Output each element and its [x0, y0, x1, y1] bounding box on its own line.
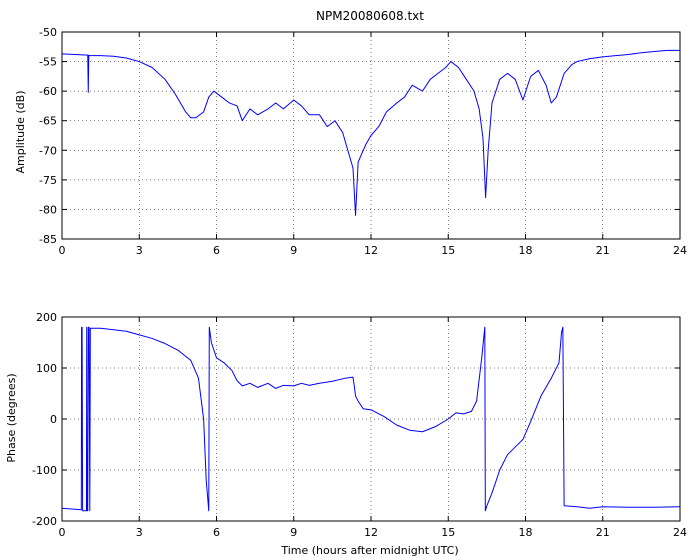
amplitude-x-tick-label: 18 [519, 244, 533, 257]
amplitude-x-tick-label: 3 [136, 244, 143, 257]
amplitude-y-tick-label: -70 [39, 144, 57, 157]
amplitude-x-tick-label: 12 [364, 244, 378, 257]
amplitude-y-tick-label: -65 [39, 115, 57, 128]
phase-y-axis-label: Phase (degrees) [5, 373, 18, 462]
phase-x-tick-label: 6 [213, 526, 220, 539]
phase-y-tick-label: 0 [50, 413, 57, 426]
phase-x-tick-label: 9 [290, 526, 297, 539]
amplitude-y-tick-label: -60 [39, 85, 57, 98]
amplitude-series-line [61, 49, 680, 216]
amplitude-y-tick-label: -80 [39, 203, 57, 216]
phase-x-tick-label: 0 [59, 526, 66, 539]
phase-x-axis-label: Time (hours after midnight UTC) [280, 544, 458, 557]
amplitude-y-tick-label: -75 [39, 174, 57, 187]
phase-y-tick-label: -100 [32, 464, 57, 477]
amplitude-x-tick-label: 15 [441, 244, 455, 257]
phase-x-tick-label: 12 [364, 526, 378, 539]
phase-y-tick-label: 200 [36, 311, 57, 324]
amplitude-y-tick-label: -55 [39, 56, 57, 69]
phase-axes: Phase (degrees) Time (hours after midnig… [5, 311, 687, 557]
phase-y-tick-label: -200 [32, 515, 57, 528]
phase-x-tick-label: 15 [441, 526, 455, 539]
amplitude-axes: NPM20080608.txt Amplitude (dB) 0 3 6 9 12 15 1… [14, 9, 687, 257]
amplitude-y-axis-label: Amplitude (dB) [14, 91, 27, 174]
phase-x-tick-label: 18 [519, 526, 533, 539]
amplitude-y-tick-label: -85 [39, 233, 57, 246]
phase-series-line [61, 326, 681, 512]
amplitude-x-tick-label: 24 [673, 244, 687, 257]
amplitude-x-tick-label: 21 [596, 244, 610, 257]
phase-x-tick-label: 24 [673, 526, 687, 539]
amplitude-chart-title: NPM20080608.txt [316, 9, 424, 23]
amplitude-y-tick-label: -50 [39, 26, 57, 39]
phase-x-tick-label: 3 [136, 526, 143, 539]
amplitude-x-tick-label: 0 [59, 244, 66, 257]
phase-x-tick-label: 21 [596, 526, 610, 539]
amplitude-x-tick-label: 9 [290, 244, 297, 257]
phase-y-tick-label: 100 [36, 362, 57, 375]
amplitude-x-tick-label: 6 [213, 244, 220, 257]
